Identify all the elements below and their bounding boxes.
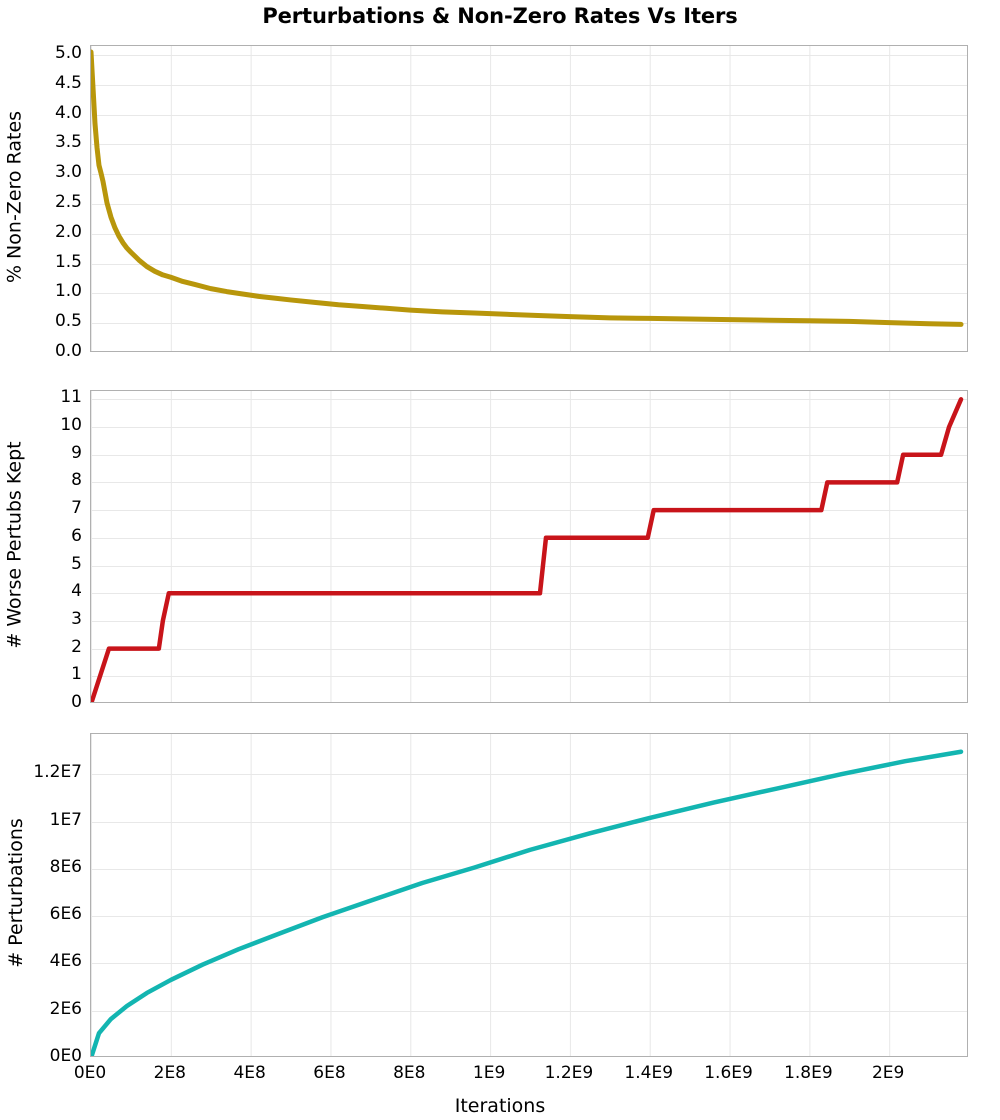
- y-tick-label: 8E6: [49, 856, 82, 877]
- series-worse-pertubs-kept: [91, 391, 967, 702]
- y-tick-label: 9: [71, 442, 82, 463]
- y-tick-label: 3.5: [54, 132, 82, 153]
- y-tick-label: 4.5: [54, 72, 82, 93]
- y-tick-label: 5.0: [54, 42, 82, 63]
- x-axis-label: Iterations: [454, 1095, 546, 1117]
- y-tick-label: 4.0: [54, 102, 82, 123]
- y-tick-label: 8: [71, 470, 82, 491]
- x-tick-label: 2E8: [153, 1063, 186, 1083]
- y-tick-label: 0.0: [54, 341, 82, 361]
- y-tick-label: 0E0: [49, 1046, 82, 1066]
- x-axis-ticks: 0E0 2E8 4E8 6E8 8E8 1E9 1.2E9 1.4E9 1.6E9 1.8E9 2E…: [0, 1065, 1000, 1089]
- x-tick-label: 4E8: [233, 1063, 266, 1083]
- x-tick-label: 1.2E9: [544, 1063, 594, 1083]
- series-perturbations: [91, 734, 967, 1056]
- series-non-zero-rates: [91, 46, 967, 351]
- y-tick-label: 3: [71, 608, 82, 629]
- x-tick-label: 8E8: [393, 1063, 426, 1083]
- y-tick-label: 6: [71, 525, 82, 546]
- x-tick-label: 1.6E9: [704, 1063, 753, 1083]
- y-tick-label: 6E6: [49, 904, 82, 925]
- plot-area-worse-pertubs-kept: [90, 390, 968, 703]
- y-tick-label: 1E7: [49, 809, 82, 830]
- y-tick-label: 0: [71, 692, 82, 712]
- y-axis-ticks-worse-pertubs-kept: 0 1 2 3 4 5 6 7 8 9 10 11: [0, 387, 82, 711]
- x-tick-label: 1E9: [472, 1063, 506, 1083]
- x-tick-label: 2E9: [871, 1063, 905, 1083]
- y-tick-label: 0.5: [54, 311, 82, 332]
- y-tick-label: 1.0: [54, 281, 82, 302]
- y-tick-label: 11: [60, 387, 82, 408]
- y-tick-label: 2.0: [54, 221, 82, 242]
- x-tick-label: 0E0: [73, 1063, 107, 1083]
- y-tick-label: 3.0: [54, 162, 82, 183]
- y-axis-ticks-non-zero-rates: 0.0 0.5 1.0 1.5 2.0 2.5 3.0 3.5 4.0 4.5 5.0: [0, 42, 82, 359]
- y-tick-label: 2E6: [49, 998, 82, 1019]
- y-axis-ticks-perturbations: 0E0 2E6 4E6 6E6 8E6 1E7 1.2E7: [0, 733, 82, 1065]
- y-tick-label: 4: [71, 581, 82, 602]
- y-tick-label: 1.5: [54, 251, 82, 272]
- y-tick-label: 7: [71, 498, 82, 519]
- plot-area-non-zero-rates: [90, 45, 968, 352]
- y-tick-label: 2.5: [54, 192, 82, 212]
- plot-area-perturbations: [90, 733, 968, 1057]
- x-tick-label: 1.8E9: [784, 1063, 833, 1083]
- y-tick-label: 1.2E7: [33, 762, 82, 783]
- chart-title: Perturbations & Non-Zero Rates Vs Iters: [262, 4, 738, 28]
- y-tick-label: 5: [71, 553, 82, 574]
- x-tick-label: 1.4E9: [624, 1063, 674, 1083]
- y-tick-label: 10: [60, 415, 82, 435]
- x-tick-label: 6E8: [313, 1063, 346, 1083]
- y-tick-label: 1: [71, 664, 82, 685]
- y-tick-label: 4E6: [49, 951, 82, 972]
- y-tick-label: 2: [71, 636, 82, 657]
